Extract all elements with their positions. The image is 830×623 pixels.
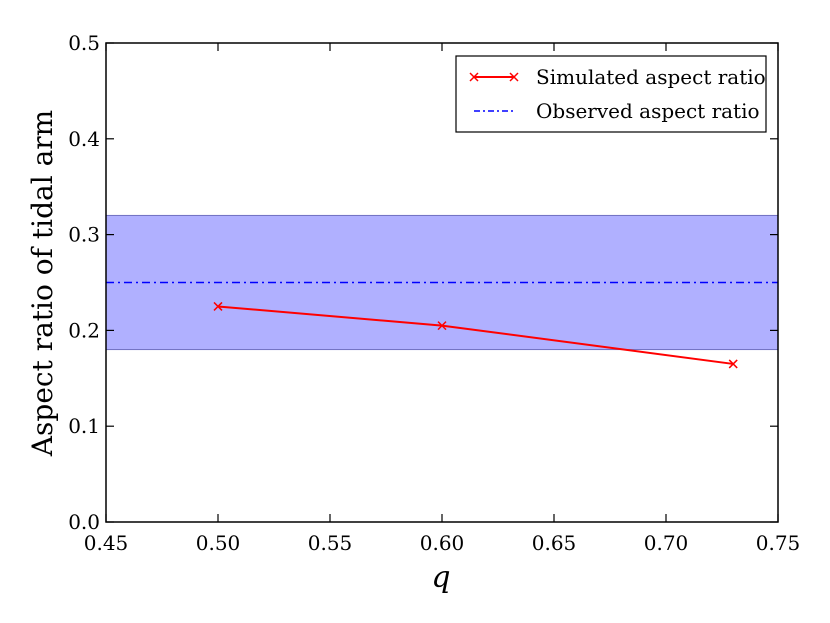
- x-tick-label: 0.60: [420, 531, 465, 555]
- x-tick-label: 0.65: [532, 531, 577, 555]
- x-tick-label: 0.45: [84, 531, 129, 555]
- y-axis-label: Aspect ratio of tidal arm: [26, 110, 59, 457]
- y-tick-label: 0.0: [68, 510, 100, 534]
- tick-labels: 0.45 0.50 0.55 0.60 0.65 0.70 0.75 0.0 0.1 0.2 0.3…: [68, 31, 800, 555]
- y-tick-label: 0.3: [68, 223, 100, 247]
- y-tick-label: 0.2: [68, 318, 100, 342]
- data-point-marker: [213, 301, 223, 311]
- x-tick-label: 0.70: [644, 531, 689, 555]
- x-tick-label: 0.50: [196, 531, 241, 555]
- legend-box: [455, 55, 767, 133]
- y-tick-label: 0.1: [68, 414, 100, 438]
- legend-marker-simulated-left: [469, 72, 479, 82]
- y-tick-label: 0.5: [68, 31, 100, 55]
- data-point-marker: [728, 359, 738, 369]
- legend-marker-simulated-right: [509, 72, 519, 82]
- ticks-layer: [105, 42, 779, 523]
- x-tick-label: 0.55: [308, 531, 353, 555]
- y-tick-label: 0.4: [68, 127, 100, 151]
- data-point-marker: [437, 321, 447, 331]
- legend-label-simulated: Simulated aspect ratio: [536, 65, 766, 89]
- x-axis-label: q: [431, 560, 450, 595]
- x-tick-label: 0.75: [756, 531, 801, 555]
- legend: Simulated aspect ratio Observed aspect r…: [455, 55, 767, 133]
- legend-label-observed: Observed aspect ratio: [536, 99, 760, 123]
- series-layer: [213, 301, 738, 369]
